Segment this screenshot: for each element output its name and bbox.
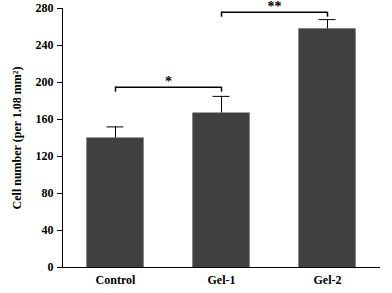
svg-text:Gel-2: Gel-2 xyxy=(314,273,342,287)
svg-text:280: 280 xyxy=(36,1,54,15)
svg-text:Gel-1: Gel-1 xyxy=(208,273,236,287)
svg-text:160: 160 xyxy=(36,112,54,126)
svg-text:Control: Control xyxy=(96,273,136,287)
svg-text:40: 40 xyxy=(42,223,54,237)
svg-text:200: 200 xyxy=(36,75,54,89)
svg-text:Cell number (per 1.08 mm²): Cell number (per 1.08 mm²) xyxy=(10,67,24,210)
svg-text:**: ** xyxy=(268,0,282,14)
svg-text:80: 80 xyxy=(42,186,54,200)
svg-text:0: 0 xyxy=(48,260,54,274)
svg-text:240: 240 xyxy=(36,38,54,52)
svg-text:120: 120 xyxy=(36,149,54,163)
svg-text:*: * xyxy=(165,74,172,89)
